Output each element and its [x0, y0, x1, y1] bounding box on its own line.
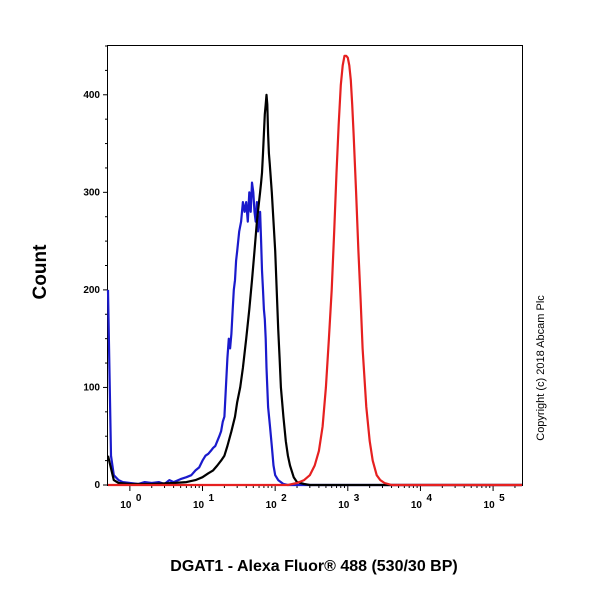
x-tick-exponent: 2 [281, 493, 287, 504]
x-tick-exponent: 3 [354, 493, 360, 504]
x-tick-exponent: 5 [499, 493, 505, 504]
series-layer [106, 54, 522, 487]
copyright-text: Copyright (c) 2018 Abcam Plc [535, 295, 547, 441]
x-tick-exponent: 0 [136, 493, 142, 504]
series-line-2 [106, 93, 522, 487]
series-line-1 [106, 181, 522, 487]
y-tick-label: 400 [83, 90, 100, 101]
x-tick-exponent: 4 [426, 493, 432, 504]
x-tick-label: 10 [411, 500, 423, 511]
x-tick-label: 10 [484, 500, 496, 511]
series-line-3 [108, 54, 522, 487]
y-axis-ticks: 0 100 200 300 400 [83, 45, 108, 491]
y-tick-label: 300 [83, 187, 100, 198]
y-tick-label: 200 [83, 285, 100, 296]
y-tick-label: 100 [83, 382, 100, 393]
x-tick-label: 10 [338, 500, 350, 511]
y-axis-title: Count [30, 244, 51, 300]
x-tick-label: 10 [120, 500, 132, 511]
x-tick-exponent: 1 [209, 493, 215, 504]
x-tick-label: 10 [193, 500, 205, 511]
x-tick-label: 10 [266, 500, 278, 511]
y-tick-label: 0 [94, 480, 100, 491]
plot-frame [107, 45, 523, 486]
x-axis-title: DGAT1 - Alexa Fluor® 488 (530/30 BP) [170, 558, 457, 575]
